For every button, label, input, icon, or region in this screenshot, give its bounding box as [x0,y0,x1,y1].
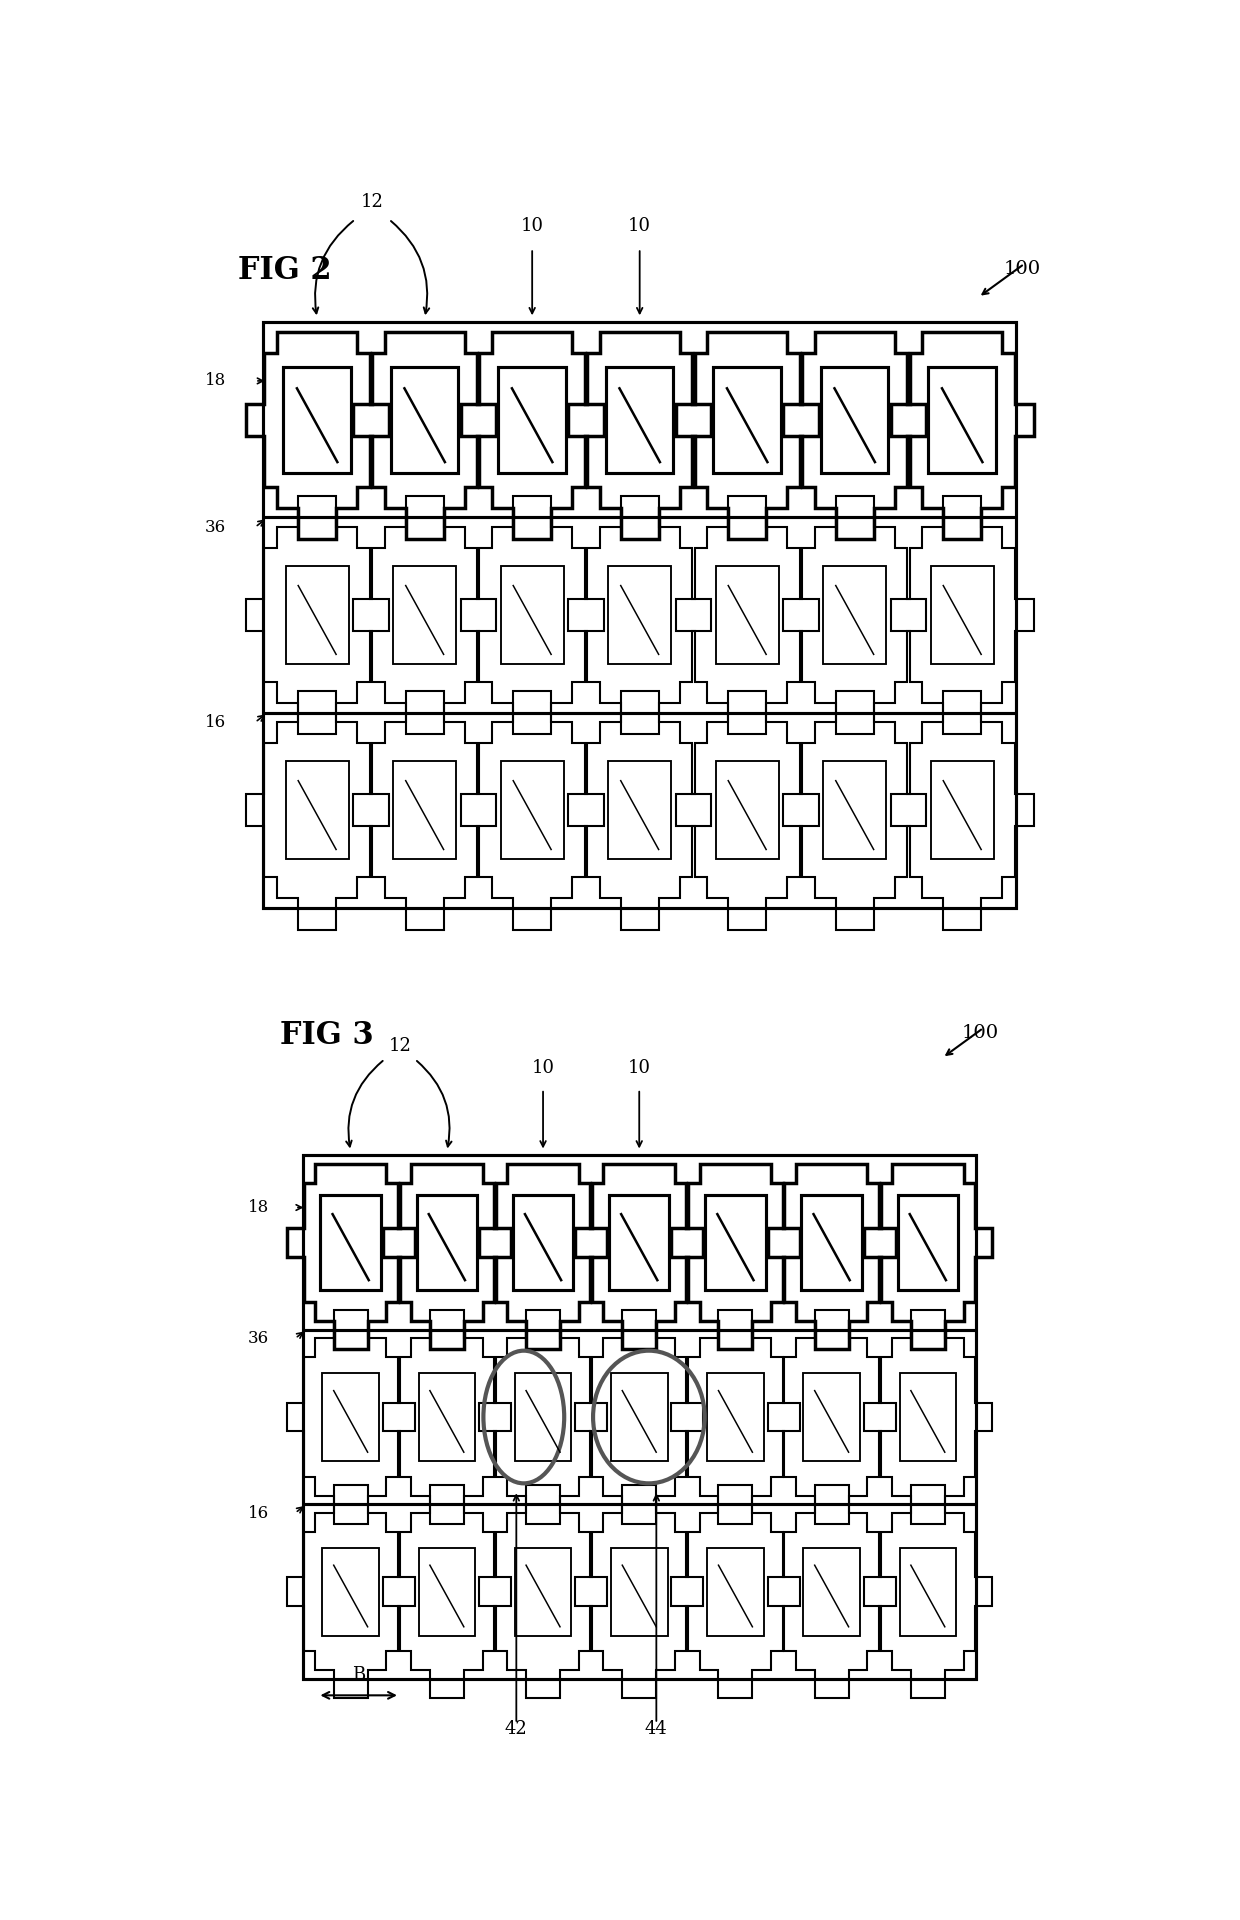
Text: 100: 100 [961,1023,998,1043]
Text: B: B [352,1667,366,1684]
Text: 100: 100 [1004,259,1042,278]
Text: 18: 18 [248,1198,269,1215]
Text: 36: 36 [248,1331,269,1348]
Text: 42: 42 [505,1720,528,1738]
Text: 18: 18 [205,372,226,390]
Text: 12: 12 [388,1037,412,1056]
Text: 10: 10 [532,1058,554,1077]
Text: 10: 10 [521,217,543,234]
Text: 16: 16 [248,1505,269,1521]
Text: FIG 3: FIG 3 [280,1020,374,1052]
Text: 44: 44 [645,1720,667,1738]
Text: FIG 2: FIG 2 [238,255,332,286]
Text: 12: 12 [361,192,383,211]
Text: 10: 10 [627,1058,651,1077]
Text: 10: 10 [629,217,651,234]
Text: 36: 36 [205,518,226,536]
Text: 16: 16 [205,714,226,732]
